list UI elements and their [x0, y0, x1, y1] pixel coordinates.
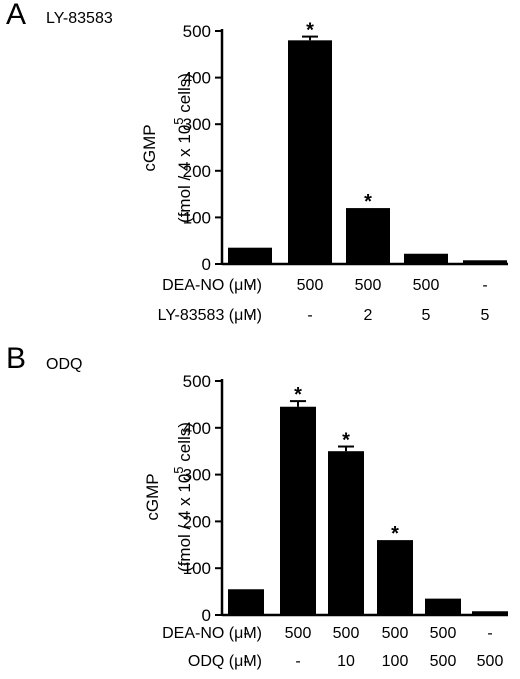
y-tick-label-b: 0: [202, 606, 211, 625]
condition-value-b: -: [487, 625, 492, 642]
panel-title-a: LY-83583: [46, 10, 113, 27]
bar-b: [228, 589, 264, 615]
condition-value-b: 500: [430, 625, 457, 642]
panel-letter-b: B: [6, 342, 27, 375]
y-tick-label-b: 300: [183, 466, 211, 485]
y-tick-label-a: 400: [183, 69, 211, 88]
bar-b: [280, 406, 316, 615]
y-axis-units-b: (fmol / 4 x 105 cells): [171, 422, 194, 572]
condition-label-a: DEA-NO (μM): [162, 277, 262, 294]
y-axis-title-a: cGMP: [140, 124, 159, 171]
panel-letter-a: A: [6, 0, 27, 31]
condition-value-a: 5: [481, 307, 490, 324]
condition-value-b: 500: [333, 625, 360, 642]
condition-value-a: 500: [355, 277, 382, 294]
significance-star-b: *: [391, 523, 399, 545]
y-tick-label-a: 0: [202, 255, 211, 274]
bar-a: [346, 208, 390, 264]
y-tick-label-b: 400: [183, 419, 211, 438]
y-tick-label-a: 300: [183, 115, 211, 134]
condition-value-b: -: [243, 653, 248, 670]
significance-star-a: *: [364, 191, 372, 213]
significance-star-b: *: [294, 384, 302, 406]
condition-label-b: DEA-NO (μM): [162, 625, 262, 642]
bar-a: [288, 40, 332, 264]
condition-value-b: 10: [337, 653, 355, 670]
condition-value-a: -: [307, 307, 312, 324]
bar-a: [228, 247, 272, 264]
condition-value-a: 2: [364, 307, 373, 324]
y-tick-label-a: 100: [183, 208, 211, 227]
condition-value-b: 500: [382, 625, 409, 642]
significance-star-b: *: [342, 430, 350, 452]
condition-value-a: 500: [297, 277, 324, 294]
condition-value-b: -: [295, 653, 300, 670]
condition-value-a: 500: [413, 277, 440, 294]
condition-value-b: 500: [285, 625, 312, 642]
y-tick-label-b: 100: [183, 559, 211, 578]
condition-value-b: -: [243, 625, 248, 642]
y-tick-label-b: 500: [183, 372, 211, 391]
condition-value-b: 500: [477, 653, 504, 670]
significance-star-a: *: [306, 20, 314, 42]
panel-title-b: ODQ: [46, 356, 83, 373]
condition-value-a: 5: [422, 307, 431, 324]
bar-b: [328, 451, 364, 615]
y-axis-title-b: cGMP: [143, 473, 162, 520]
condition-value-a: -: [247, 277, 252, 294]
bar-b: [377, 540, 413, 615]
bar-a: [404, 253, 448, 264]
bar-a: [463, 260, 507, 264]
bar-b: [425, 598, 461, 615]
condition-label-b: ODQ (μM): [188, 653, 262, 670]
y-tick-label-a: 200: [183, 162, 211, 181]
y-axis-units-a: (fmol / 4 x 105 cells): [171, 73, 194, 223]
y-tick-label-a: 500: [183, 22, 211, 41]
condition-label-a: LY-83583 (μM): [158, 307, 262, 324]
condition-value-b: 100: [382, 653, 409, 670]
condition-value-a: -: [247, 307, 252, 324]
condition-value-b: 500: [430, 653, 457, 670]
y-tick-label-b: 200: [183, 512, 211, 531]
bar-b: [472, 611, 508, 615]
condition-value-a: -: [482, 277, 487, 294]
